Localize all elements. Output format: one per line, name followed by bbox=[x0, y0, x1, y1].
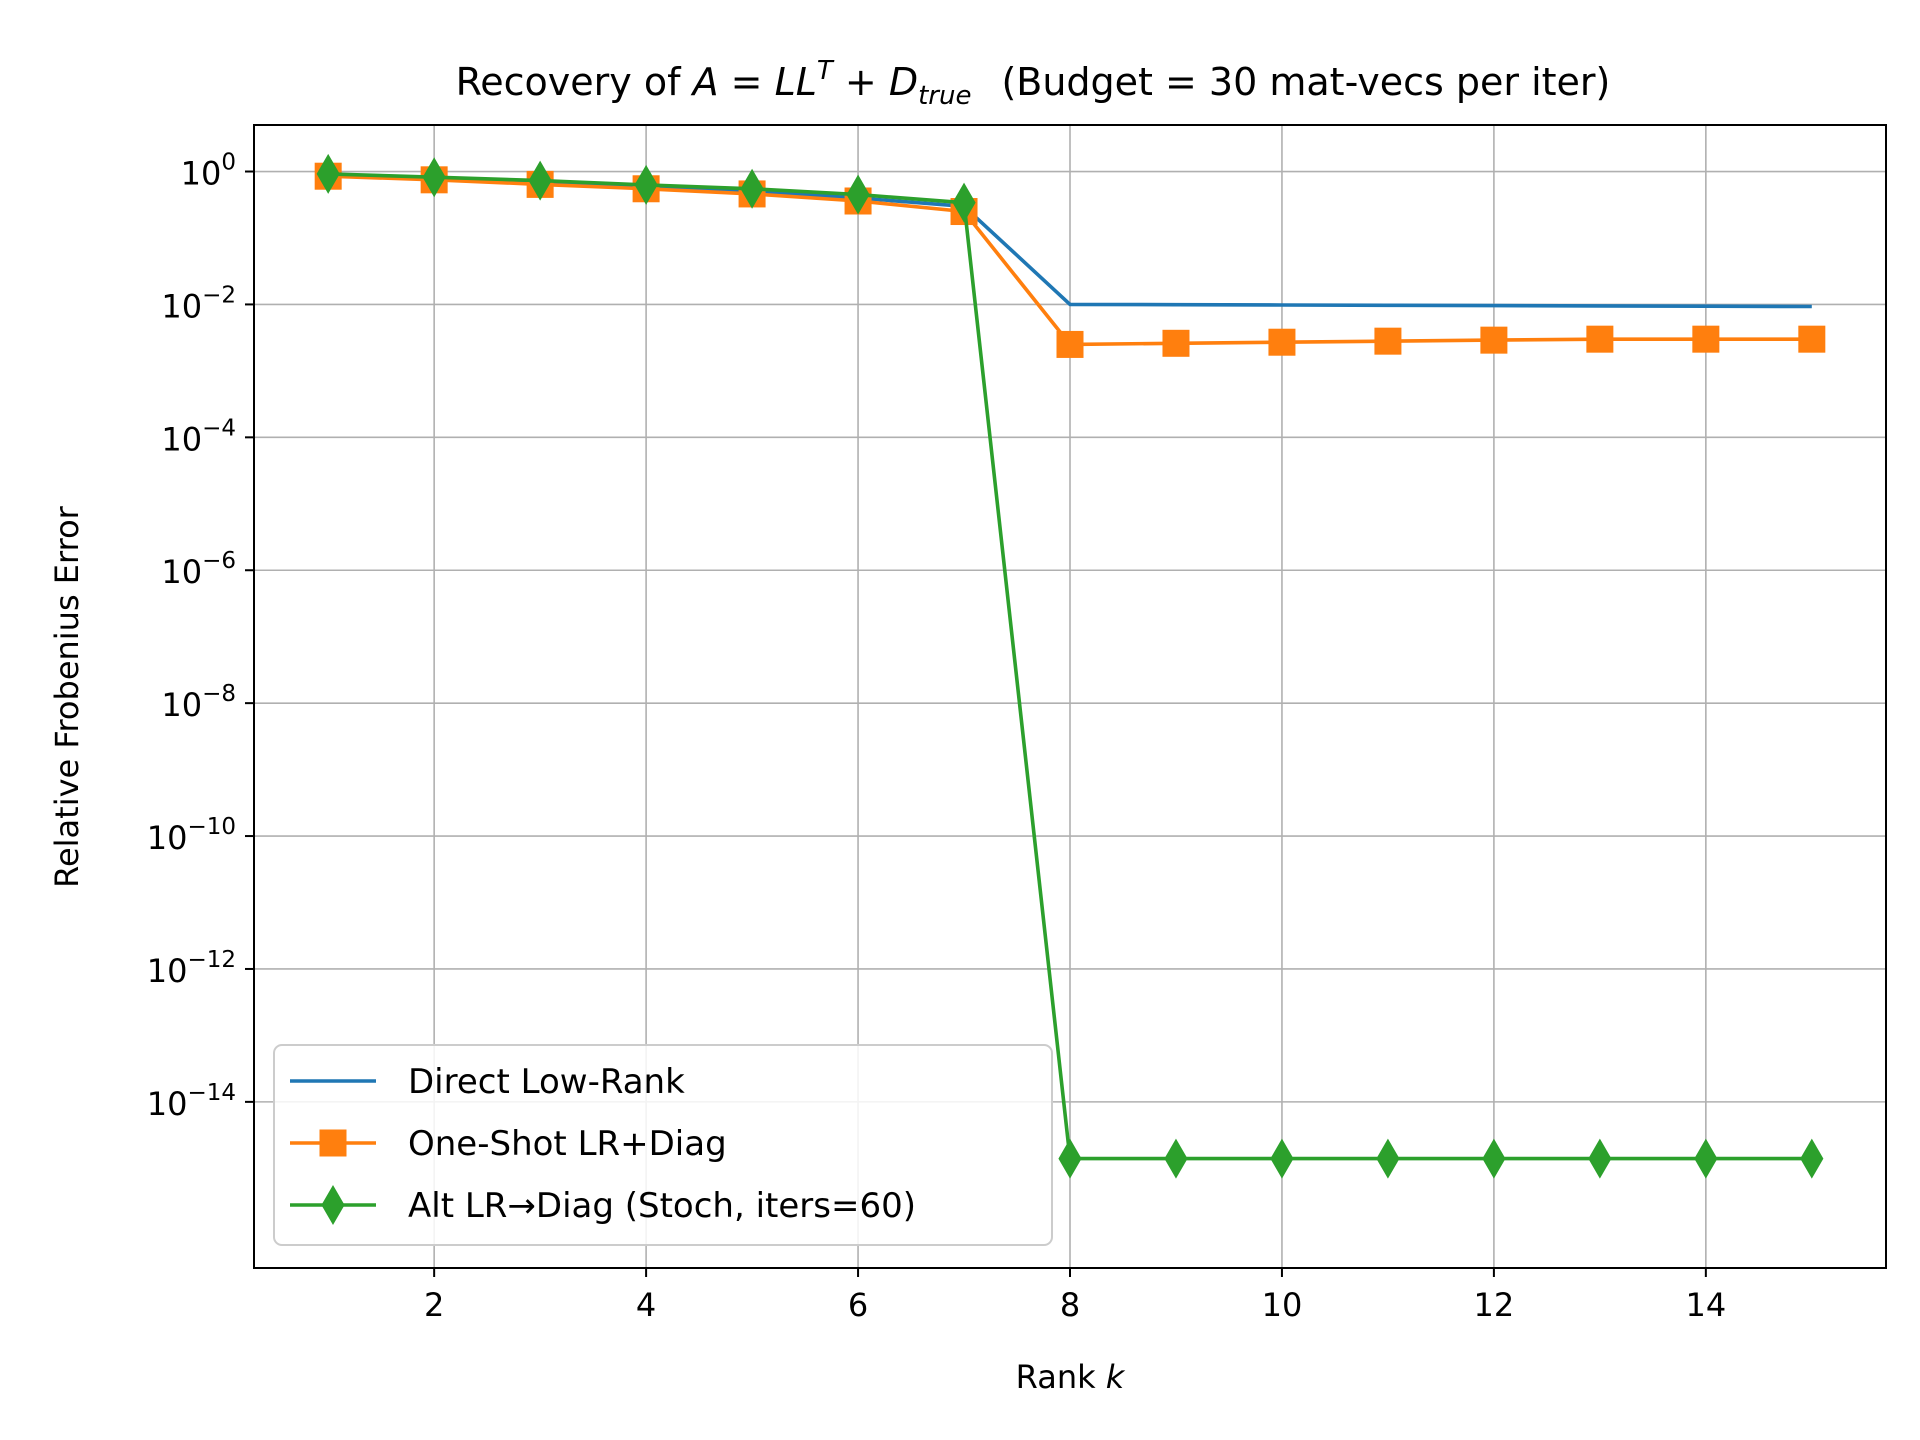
legend-entry: One-Shot LR+Diag bbox=[290, 1124, 727, 1164]
x-tick-label: 12 bbox=[1474, 1286, 1515, 1324]
y-tick-label: 100 bbox=[181, 150, 236, 193]
data-point bbox=[1800, 1138, 1824, 1179]
legend-entry: Alt LR→Diag (Stoch, iters=60) bbox=[290, 1185, 916, 1226]
data-point bbox=[1588, 1138, 1612, 1179]
legend-marker bbox=[321, 1185, 345, 1225]
data-point bbox=[740, 168, 764, 209]
axis-ticks: 2 4 6 8 10 12 14 100 10−2 10−4 10−6 10−8 10−10 10−12 1… bbox=[147, 150, 1726, 1324]
x-tick-label: 8 bbox=[1060, 1286, 1080, 1324]
series-3 bbox=[316, 153, 1824, 1179]
data-point bbox=[1164, 1138, 1188, 1179]
data-point bbox=[422, 157, 446, 198]
series-layer bbox=[314, 153, 1826, 1179]
data-point bbox=[1480, 326, 1508, 354]
data-point bbox=[1374, 327, 1402, 355]
data-point bbox=[952, 182, 976, 223]
legend-label: Alt LR→Diag (Stoch, iters=60) bbox=[408, 1186, 916, 1226]
legend-marker bbox=[319, 1129, 347, 1157]
data-point bbox=[316, 153, 340, 194]
x-tick-label: 2 bbox=[424, 1286, 444, 1324]
legend: Direct Low-Rank One-Shot LR+Diag Alt LR→Di… bbox=[273, 1044, 1053, 1246]
data-point bbox=[1798, 325, 1826, 353]
data-point bbox=[1162, 329, 1190, 357]
grid bbox=[254, 125, 1886, 1268]
x-axis-label: Rank k bbox=[1016, 1358, 1126, 1396]
x-tick-label: 4 bbox=[636, 1286, 656, 1324]
data-point bbox=[1586, 325, 1614, 353]
y-tick-label: 10−10 bbox=[147, 814, 236, 857]
x-tick-label: 10 bbox=[1262, 1286, 1303, 1324]
x-tick-label: 6 bbox=[848, 1286, 868, 1324]
legend-box bbox=[273, 1044, 1053, 1246]
y-tick-label: 10−4 bbox=[161, 415, 236, 458]
data-point bbox=[528, 160, 552, 201]
legend-label: Direct Low-Rank bbox=[408, 1062, 685, 1102]
y-tick-label: 10−2 bbox=[161, 282, 236, 325]
legend-label: One-Shot LR+Diag bbox=[408, 1124, 727, 1164]
y-tick-label: 10−6 bbox=[161, 548, 236, 591]
data-point bbox=[1694, 1138, 1718, 1179]
data-point bbox=[1058, 1138, 1082, 1179]
x-tick-label: 14 bbox=[1685, 1286, 1726, 1324]
data-point bbox=[1268, 328, 1296, 356]
data-point bbox=[634, 164, 658, 205]
data-point bbox=[1692, 325, 1720, 353]
y-tick-label: 10−8 bbox=[161, 681, 236, 724]
data-point bbox=[1056, 330, 1084, 358]
data-point bbox=[846, 174, 870, 215]
y-axis-label: Relative Frobenius Error bbox=[48, 505, 86, 887]
y-tick-label: 10−14 bbox=[147, 1080, 236, 1123]
data-point bbox=[1482, 1138, 1506, 1179]
data-point bbox=[1376, 1138, 1400, 1179]
chart-title: Recovery of A = LLT + Dtrue (Budget = 30 … bbox=[456, 56, 1611, 111]
legend-entry: Direct Low-Rank bbox=[290, 1062, 685, 1102]
data-point bbox=[1270, 1138, 1294, 1179]
y-tick-label: 10−12 bbox=[147, 947, 236, 990]
